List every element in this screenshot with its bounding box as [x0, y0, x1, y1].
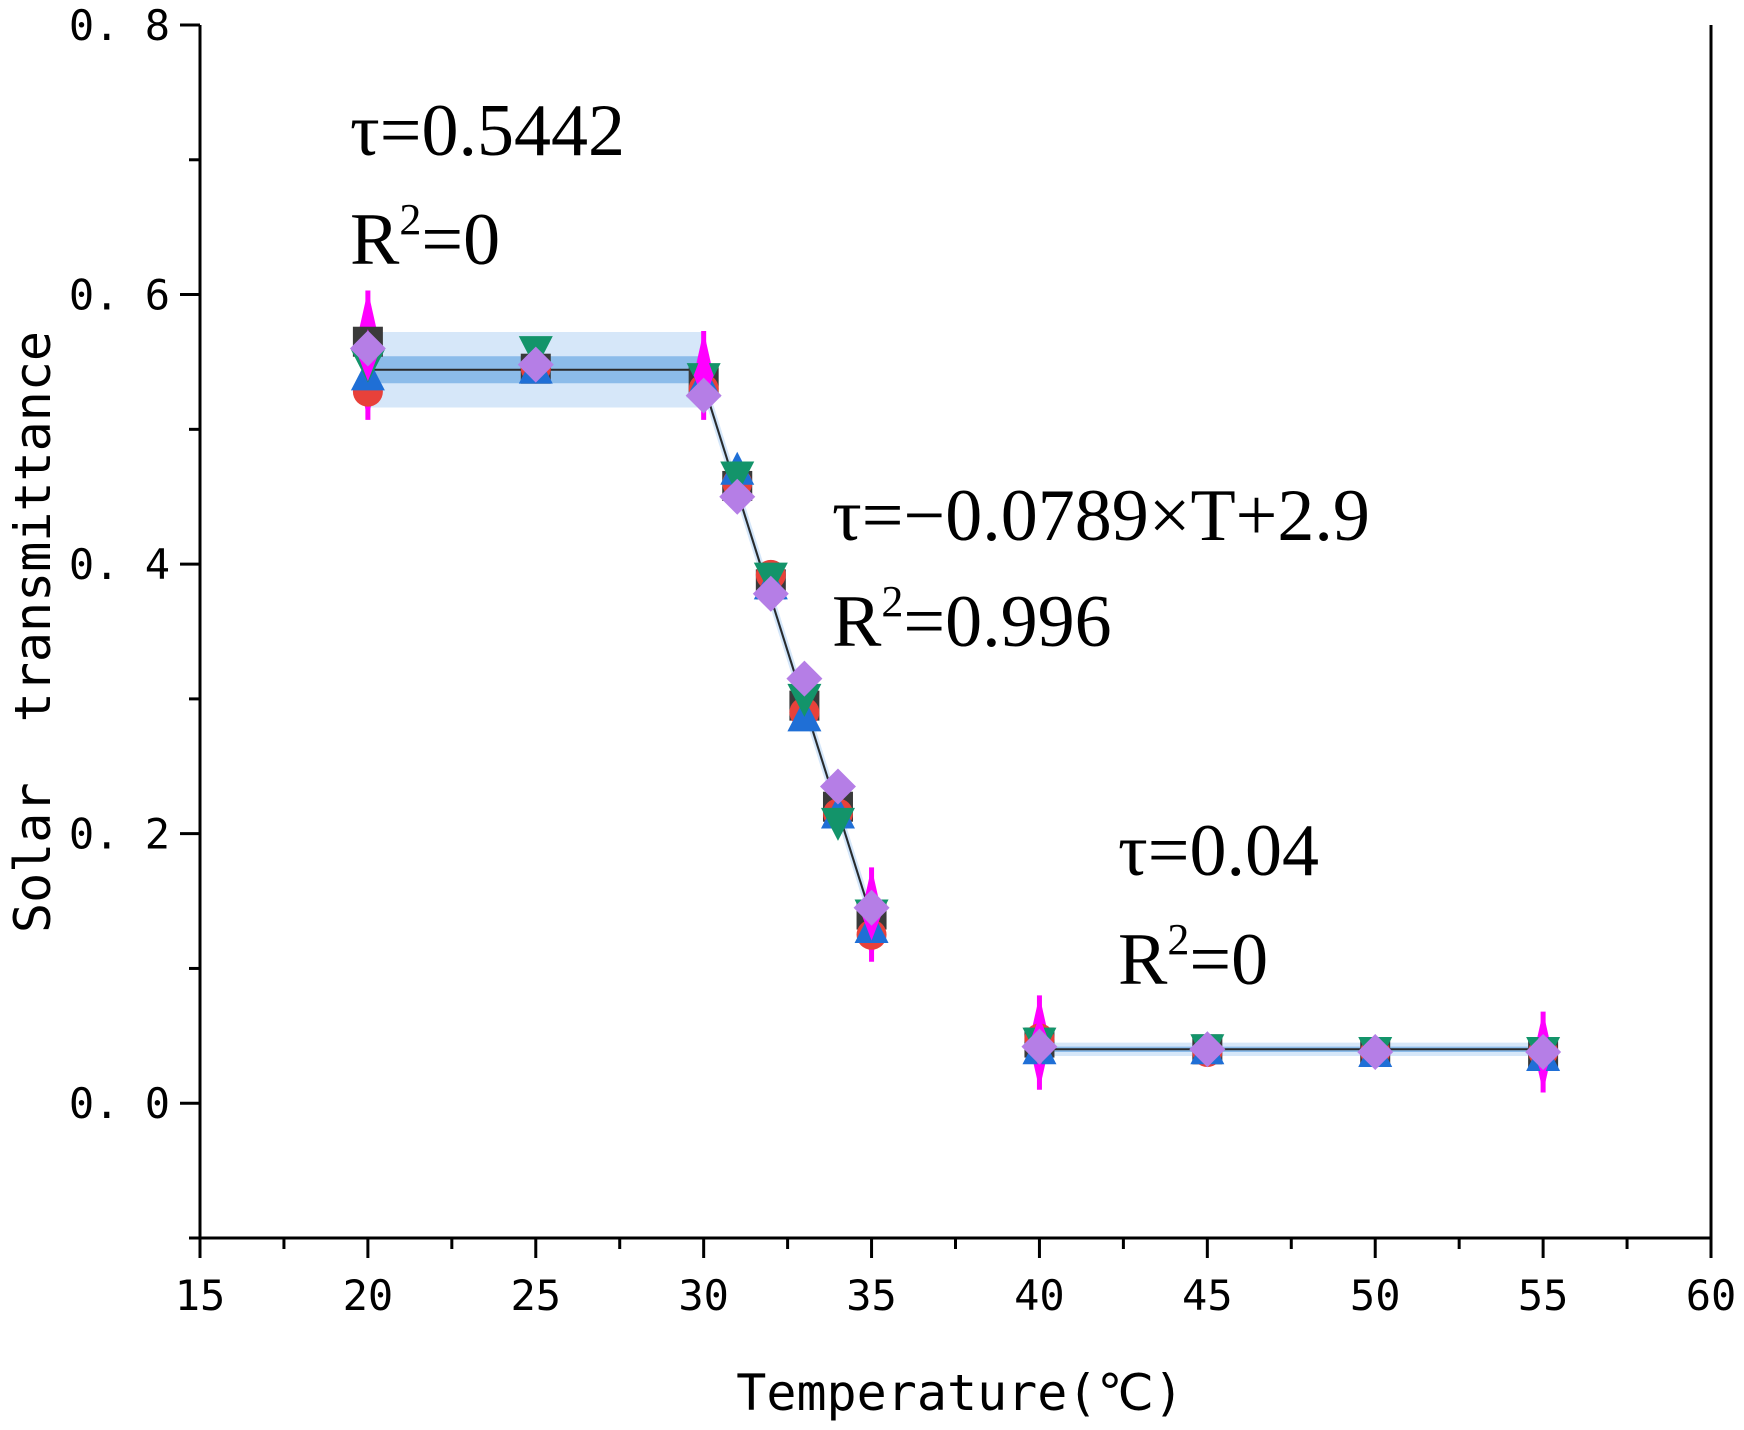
x-tick-label: 15	[175, 1271, 226, 1320]
data-point-diamond	[1525, 1034, 1562, 1071]
x-tick-label: 35	[846, 1271, 897, 1320]
series-green	[350, 336, 1561, 1071]
annotation-equation: τ=−0.0789×T+2.9	[832, 475, 1370, 557]
data-point-diamond	[685, 377, 722, 414]
y-tick-label: 0. 0	[69, 1079, 170, 1128]
series-red	[352, 353, 1559, 1068]
fit-layer	[367, 332, 1544, 1057]
y-tick-label: 0. 8	[69, 1, 170, 50]
data-point-diamond	[853, 889, 890, 926]
axes-layer: 15 20 25 30 35 40 45 50 55 60 0. 0 0. 2 0. 4 0. 6 0. 8	[69, 1, 1736, 1320]
error-bar-layer	[356, 290, 1555, 1093]
x-tick-label: 30	[678, 1271, 729, 1320]
series-black	[352, 326, 1559, 1068]
data-point-diamond	[752, 575, 789, 612]
data-point-triangle-down	[820, 807, 855, 841]
x-tick-label: 25	[510, 1271, 561, 1320]
annotation-equation: τ=0.5442	[350, 90, 625, 172]
data-point-triangle-down	[787, 683, 822, 717]
data-point-diamond	[1357, 1034, 1394, 1071]
data-point-triangle-down	[720, 461, 755, 495]
x-tick-label: 50	[1350, 1271, 1401, 1320]
x-tick-label: 60	[1686, 1271, 1737, 1320]
error-bar-cap-top	[358, 290, 377, 331]
x-tick-label: 55	[1518, 1271, 1569, 1320]
data-point-diamond	[719, 478, 756, 515]
y-tick-label: 0. 6	[69, 271, 170, 320]
data-point-diamond	[1021, 1028, 1058, 1065]
x-tick-label: 20	[343, 1271, 394, 1320]
data-point-diamond	[517, 346, 554, 383]
data-point-diamond	[1189, 1031, 1226, 1068]
annotation-equation: τ=0.04	[1118, 810, 1319, 892]
annotation-flat-left: τ=0.5442 R2=0	[350, 90, 625, 281]
data-points-layer	[349, 326, 1562, 1079]
annotation-r-squared: R2=0	[350, 195, 500, 281]
annotation-flat-right: τ=0.04 R2=0	[1118, 810, 1319, 1001]
x-tick-label: 45	[1182, 1271, 1233, 1320]
y-axis-title: Solar transmittance	[4, 331, 62, 933]
series-blue	[350, 350, 1561, 1072]
series-magenta	[357, 329, 1554, 1079]
x-tick-label: 40	[1014, 1271, 1065, 1320]
data-point-diamond	[349, 330, 386, 367]
annotation-r-squared: R2=0.996	[832, 577, 1112, 663]
data-point-diamond	[786, 660, 823, 697]
y-tick-label: 0. 2	[69, 810, 170, 859]
y-tick-label: 0. 4	[69, 540, 170, 589]
annotation-slope: τ=−0.0789×T+2.9 R2=0.996	[832, 475, 1370, 663]
series-purple	[349, 330, 1562, 1071]
annotation-r-squared: R2=0	[1118, 915, 1268, 1001]
x-axis-title: Temperature(℃)	[736, 1364, 1184, 1422]
data-point-diamond	[819, 768, 856, 805]
